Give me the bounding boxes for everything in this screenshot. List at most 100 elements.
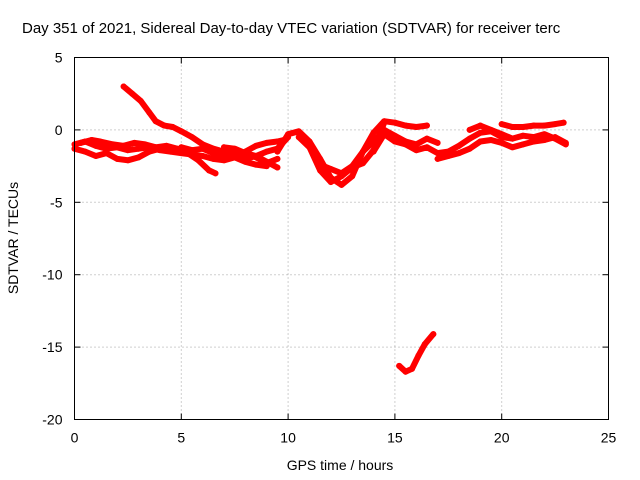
- data-point: [466, 126, 473, 133]
- data-point: [423, 122, 430, 129]
- data-point: [370, 148, 377, 155]
- series-trace-12: [434, 134, 569, 162]
- data-point: [466, 135, 473, 142]
- data-point: [408, 365, 415, 372]
- data-point: [199, 145, 206, 152]
- data-point: [477, 129, 484, 136]
- data-point: [92, 142, 99, 149]
- data-point: [212, 170, 219, 177]
- data-point: [391, 119, 398, 126]
- data-point: [317, 161, 324, 168]
- data-point: [199, 152, 206, 159]
- data-point: [509, 124, 516, 131]
- data-point: [88, 137, 95, 144]
- data-point: [541, 137, 548, 144]
- data-point: [402, 122, 409, 129]
- data-point: [520, 132, 527, 139]
- x-tick-label: 20: [494, 430, 510, 446]
- data-point: [295, 134, 302, 141]
- data-point: [135, 145, 142, 152]
- series-trace-8: [274, 118, 430, 188]
- data-point: [137, 97, 144, 104]
- data-point: [317, 167, 324, 174]
- series-trace-15: [396, 331, 437, 375]
- y-tick-label: 0: [55, 122, 63, 138]
- data-point: [413, 141, 420, 148]
- data-point: [455, 150, 462, 157]
- series-trace-14: [498, 119, 567, 131]
- y-tick-label: 5: [55, 50, 63, 66]
- data-point: [82, 148, 89, 155]
- data-point: [221, 144, 228, 151]
- data-point: [152, 118, 159, 125]
- data-point: [163, 142, 170, 149]
- data-point: [242, 148, 249, 155]
- x-tick-label: 0: [71, 430, 79, 446]
- data-point: [242, 155, 249, 162]
- data-point: [402, 141, 409, 148]
- data-point: [498, 121, 505, 128]
- data-point: [423, 135, 430, 142]
- data-point: [161, 122, 168, 129]
- data-point: [562, 139, 569, 146]
- data-point: [135, 154, 142, 161]
- data-point: [445, 152, 452, 159]
- data-point: [124, 157, 131, 164]
- data-point: [199, 141, 206, 148]
- data-point: [413, 124, 420, 131]
- data-point: [221, 152, 228, 159]
- y-tick-label: -20: [42, 412, 62, 428]
- plot-frame: [74, 57, 609, 420]
- data-point: [231, 145, 238, 152]
- data-point: [381, 119, 388, 126]
- data-point: [455, 142, 462, 149]
- y-axis-label: SDTVAR / TECUs: [5, 182, 21, 294]
- data-point: [103, 145, 110, 152]
- data-point: [498, 131, 505, 138]
- data-point: [359, 148, 366, 155]
- x-tick-label: 5: [177, 430, 185, 446]
- data-point: [120, 142, 127, 149]
- data-point: [552, 134, 559, 141]
- data-point: [488, 137, 495, 144]
- data-point: [146, 109, 153, 116]
- data-point: [552, 121, 559, 128]
- data-point: [434, 139, 441, 146]
- data-point: [97, 138, 104, 145]
- data-point: [434, 155, 441, 162]
- data-point: [466, 145, 473, 152]
- data-point: [530, 122, 537, 129]
- data-point: [195, 157, 202, 164]
- data-point: [129, 90, 136, 97]
- data-point: [370, 129, 377, 136]
- data-point: [92, 152, 99, 159]
- data-point: [109, 141, 116, 148]
- data-point: [210, 150, 217, 157]
- data-point: [263, 148, 270, 155]
- data-point: [381, 126, 388, 133]
- data-point: [188, 147, 195, 154]
- data-point: [146, 148, 153, 155]
- data-point: [520, 124, 527, 131]
- data-point: [274, 155, 281, 162]
- y-tick-label: -15: [42, 339, 62, 355]
- data-point: [349, 173, 356, 180]
- data-point: [477, 138, 484, 145]
- data-point: [103, 150, 110, 157]
- data-point: [188, 134, 195, 141]
- series-trace-3: [77, 137, 219, 177]
- data-point: [560, 119, 567, 126]
- data-point: [274, 138, 281, 145]
- data-point: [509, 135, 516, 142]
- data-point: [391, 138, 398, 145]
- data-point: [141, 141, 148, 148]
- data-point: [423, 144, 430, 151]
- data-point: [430, 331, 437, 338]
- data-point: [541, 122, 548, 129]
- data-point: [221, 157, 228, 164]
- series-trace-6: [221, 144, 281, 171]
- x-tick-label: 10: [280, 430, 296, 446]
- data-point: [274, 148, 281, 155]
- data-point: [488, 126, 495, 133]
- data-point: [338, 170, 345, 177]
